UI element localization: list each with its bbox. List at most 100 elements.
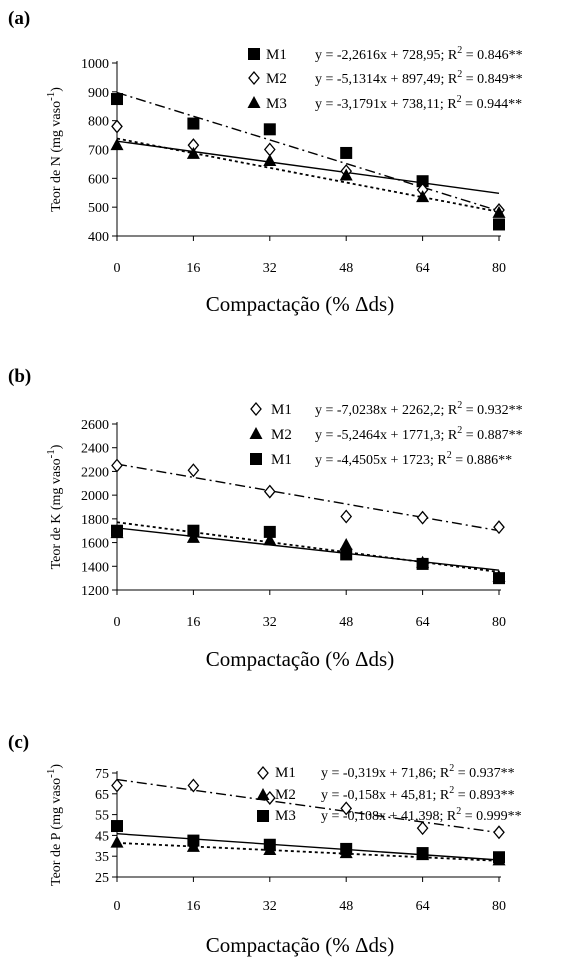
data-point-m3 — [416, 190, 430, 203]
data-point-m1 — [187, 117, 200, 130]
data-point-m2 — [186, 530, 200, 543]
x-tick-label: 16 — [186, 615, 200, 630]
data-point-m1 — [493, 520, 505, 535]
fit-line-m2 — [116, 521, 500, 573]
panel-label: (b) — [8, 366, 31, 387]
legend-label: M2 — [275, 787, 296, 803]
data-point-m1 — [187, 463, 200, 478]
legend-marker-m1 — [257, 765, 269, 781]
y-tick-label: 2400 — [81, 442, 109, 457]
fit-line-m1 — [116, 140, 500, 195]
y-tick-label: 65 — [95, 788, 109, 803]
fit-equation-sup: 2 — [457, 400, 462, 411]
fit-equation-r2: = 0.849** — [462, 72, 522, 87]
fit-equation-text: y = -7,0238x + 2262,2; R — [315, 403, 458, 418]
panel-a: (a) 400 500 600 700 800 900 1000 0 16 32 48 64 80 Comp… — [8, 8, 523, 316]
y-tick-label: 45 — [95, 829, 109, 844]
data-point-m1 — [263, 123, 276, 136]
data-point-m1 — [187, 778, 200, 793]
y-tick-label: 500 — [88, 201, 109, 216]
panel-b: (b) 1200 1400 1600 1800 2000 2200 2400 2600 0 16 32… — [8, 366, 523, 671]
fit-line-m1 — [116, 778, 500, 834]
data-point-m1 — [493, 218, 505, 231]
fit-equation-sup: 2 — [456, 806, 461, 817]
x-tick-label: 32 — [263, 899, 277, 914]
x-tick-label: 80 — [492, 899, 506, 914]
legend-marker-m3 — [247, 96, 261, 108]
y-tick-label: 35 — [95, 850, 109, 865]
data-point-m3 — [339, 168, 353, 181]
data-point-m3 — [263, 154, 277, 167]
fit-line-m2 — [116, 91, 500, 212]
legend-label: M1 — [275, 765, 296, 781]
y-tick-label: 1400 — [81, 560, 109, 575]
fit-equation-text: y = -2,2616x + 728,95; R — [315, 48, 458, 63]
x-tick-label: 64 — [416, 615, 430, 630]
x-tick-label: 0 — [114, 261, 121, 276]
y-tick-label: 700 — [88, 144, 109, 159]
y-tick-label: 800 — [88, 115, 109, 130]
data-point-m3 — [492, 205, 506, 218]
x-tick-label: 48 — [339, 261, 353, 276]
x-axis-title: Compactação (% Δds) — [206, 647, 394, 671]
fit-equation-r2: = 0.886** — [452, 453, 512, 468]
fit-equation-text: y = -0,158x + 45,81; R — [321, 788, 450, 803]
fit-equation-r2: = 0.944** — [462, 97, 522, 112]
y-tick-label: 1200 — [81, 584, 109, 599]
x-tick-label: 16 — [186, 899, 200, 914]
fit-equation-r2: = 0.932** — [462, 403, 522, 418]
data-point-m1 — [111, 778, 123, 793]
x-tick-label: 64 — [416, 261, 430, 276]
x-axis-title: Compactação (% Δds) — [206, 292, 394, 316]
data-point-m3 — [187, 834, 200, 847]
x-tick-label: 32 — [263, 615, 277, 630]
legend-label: M2 — [271, 427, 292, 443]
y-axis-title-close: ) — [49, 87, 64, 92]
fit-line-m3 — [116, 833, 500, 861]
fit-equation-sup: 2 — [457, 69, 462, 80]
panel-label: (c) — [8, 732, 29, 753]
fit-equation-r2: = 0.893** — [454, 788, 514, 803]
data-point-m1 — [416, 557, 429, 570]
fit-equation-r2: = 0.846** — [462, 48, 522, 63]
fit-equation-text: y = -0,319x + 71,86; R — [321, 766, 450, 781]
fit-equation-text: y = -3,1791x + 738,11; R — [315, 97, 457, 112]
data-point-m3 — [110, 138, 124, 151]
data-point-m1 — [416, 821, 429, 836]
data-point-m2 — [263, 533, 277, 546]
data-point-m1 — [416, 175, 429, 188]
data-point-m1 — [111, 458, 123, 473]
y-tick-label: 75 — [95, 767, 109, 782]
fit-equation-text: y = -5,1314x + 897,49; R — [315, 72, 458, 87]
data-point-m1 — [111, 524, 123, 537]
fit-equation: y = -5,1314x + 897,49; R2 = 0.849** — [315, 69, 523, 87]
fit-equation-text: y = -5,2464x + 1771,3; R — [315, 428, 458, 443]
data-point-m2 — [339, 537, 353, 550]
fit-equation: y = -0,319x + 71,86; R2 = 0.937** — [321, 763, 515, 781]
data-point-m1 — [340, 146, 353, 159]
data-point-m1 — [340, 548, 353, 561]
y-axis-title-close: ) — [49, 764, 64, 769]
x-tick-label: 16 — [186, 261, 200, 276]
fit-equation: y = -4,4505x + 1723; R2 = 0.886** — [315, 450, 512, 468]
data-point-m1 — [493, 825, 505, 840]
panel-label: (a) — [8, 8, 30, 29]
y-tick-label: 25 — [95, 871, 109, 886]
data-point-m1 — [340, 509, 353, 524]
x-axis-title: Compactação (% Δds) — [206, 933, 394, 957]
y-tick-label: 55 — [95, 809, 109, 824]
fit-equation-text: y = -0,108x + 41,398; R — [321, 809, 457, 824]
fit-line-m1 — [116, 463, 500, 532]
fit-equation-r2: = 0.999** — [461, 809, 521, 824]
panel-c: (c) 25 35 45 55 65 75 0 16 32 48 64 80 Compactação (%… — [8, 732, 522, 957]
y-axis-title-close: ) — [49, 444, 64, 449]
fit-equation-sup: 2 — [447, 450, 452, 461]
x-tick-label: 0 — [114, 615, 121, 630]
y-tick-label: 900 — [88, 86, 109, 101]
data-point-m1 — [416, 510, 429, 525]
legend-marker-m1 — [248, 48, 260, 60]
fit-line-m1 — [116, 527, 500, 571]
fit-line-m3 — [116, 137, 500, 213]
fit-equation-sup: 2 — [457, 425, 462, 436]
legend-label: M2 — [266, 71, 287, 87]
